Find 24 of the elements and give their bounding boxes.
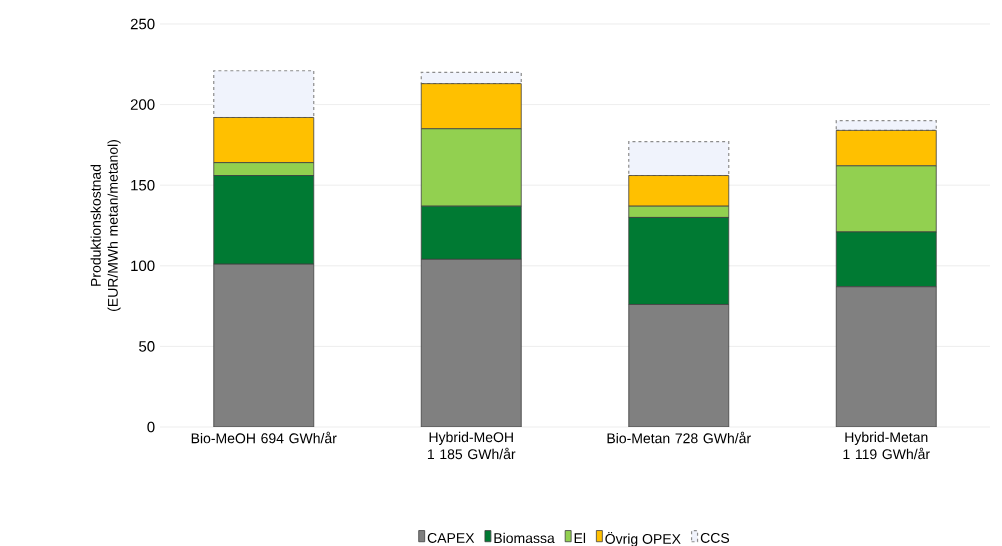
legend-label: Biomassa — [494, 532, 555, 544]
bar — [835, 120, 937, 131]
legend-label: CAPEX — [427, 533, 475, 543]
y-tick-label: 150 — [131, 179, 155, 191]
bar — [420, 71, 522, 85]
y-tick-label: 250 — [130, 18, 155, 30]
legend-label: Övrig OPEX — [605, 532, 681, 546]
legend-label: CCS — [700, 533, 730, 543]
bar — [628, 304, 730, 427]
x-tick-label: Hybrid-Metan 1 119 GWh/år — [843, 431, 930, 460]
y-tick-label: 0 — [147, 421, 155, 433]
y-tick-label: 100 — [131, 260, 155, 272]
bar — [628, 141, 730, 177]
y-axis-title: Produktionskostnad (EUR/MWh metan/metanol) — [90, 140, 121, 311]
x-tick-label: Bio-MeOH 694 GWh/år — [191, 431, 337, 444]
x-tick-label: Bio-Metan 728 GWh/år — [607, 431, 751, 444]
bar — [420, 258, 522, 427]
x-tick-label: Hybrid-MeOH 1 185 GWh/år — [427, 431, 516, 460]
legend-label: El — [574, 532, 586, 543]
bar — [213, 263, 315, 427]
y-tick-label: 50 — [139, 341, 155, 352]
bar — [835, 286, 937, 427]
y-tick-label: 200 — [130, 99, 155, 110]
bar — [213, 70, 315, 119]
